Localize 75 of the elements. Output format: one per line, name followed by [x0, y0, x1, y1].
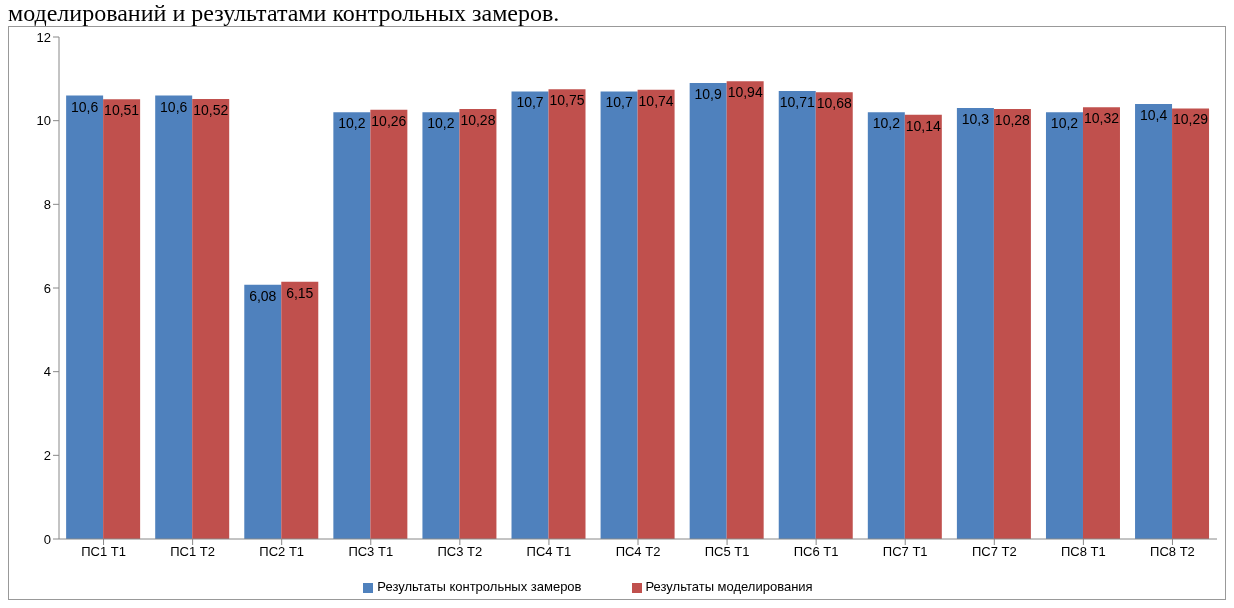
- x-tick-label: ПС8 Т1: [1061, 544, 1106, 560]
- data-label: 10,3: [961, 111, 990, 128]
- bar: [726, 81, 764, 539]
- bar: [1135, 103, 1173, 539]
- bar: [192, 98, 230, 539]
- bar: [244, 284, 282, 539]
- data-label: 10,2: [872, 115, 901, 132]
- x-tick-label: ПС3 Т1: [348, 544, 394, 560]
- bar: [370, 109, 408, 539]
- data-label: 10,14: [905, 117, 942, 134]
- data-label: 10,2: [338, 115, 366, 132]
- data-label: 10,51: [104, 102, 140, 119]
- y-tick-label: 4: [43, 364, 51, 380]
- bar: [993, 108, 1031, 539]
- x-tick-label: ПС2 Т1: [259, 544, 305, 560]
- x-tick-label: ПС3 Т2: [437, 544, 483, 560]
- bar: [1082, 107, 1120, 539]
- bar: [956, 108, 994, 539]
- bar: [1172, 108, 1210, 539]
- data-label: 10,29: [1173, 111, 1209, 128]
- data-label: 6,08: [249, 287, 277, 304]
- x-tick-label: ПС8 Т2: [1150, 544, 1195, 560]
- x-tick-label: ПС4 Т1: [526, 544, 572, 560]
- legend-label: Результаты контрольных замеров: [377, 579, 582, 594]
- x-tick-label: ПС7 Т1: [882, 544, 928, 560]
- data-label: 10,94: [727, 84, 763, 101]
- bar: [155, 95, 193, 539]
- bar: [600, 91, 638, 539]
- x-tick-label: ПС1 Т1: [81, 544, 126, 560]
- data-label: 10,74: [638, 92, 674, 109]
- text: моделирований и результатами контрольных замеров.: [8, 0, 561, 26]
- bar: [689, 83, 727, 539]
- bar: [459, 108, 497, 539]
- x-tick-label: ПС5 Т1: [704, 544, 750, 560]
- data-label: 10,71: [779, 93, 815, 110]
- data-label: 10,28: [460, 111, 496, 128]
- legend-label: Результаты моделирования: [645, 579, 813, 594]
- y-tick-label: 2: [43, 447, 51, 463]
- y-tick-label: 12: [36, 29, 51, 45]
- bar: [904, 114, 942, 539]
- data-label: 6,15: [286, 284, 314, 301]
- x-tick-label: ПС6 Т1: [793, 544, 839, 560]
- bar: [637, 89, 675, 539]
- bar: [66, 95, 104, 539]
- data-label: 10,7: [605, 94, 633, 111]
- data-label: 10,52: [193, 101, 229, 118]
- data-label: 10,75: [549, 92, 585, 109]
- bar: [778, 90, 816, 539]
- bar: [1045, 112, 1083, 539]
- data-label: 10,6: [71, 98, 99, 115]
- bar: [815, 92, 853, 539]
- bar: [422, 112, 460, 539]
- bar: [548, 89, 586, 539]
- bar: [333, 112, 371, 539]
- data-label: 10,32: [1083, 110, 1120, 127]
- bar: [867, 112, 905, 539]
- y-tick-label: 10: [36, 113, 51, 129]
- x-tick-label: ПС1 Т2: [170, 544, 215, 560]
- x-tick-label: ПС7 Т2: [971, 544, 1017, 560]
- y-tick-label: 8: [43, 196, 51, 212]
- bar: [281, 281, 319, 539]
- data-label: 10,2: [1050, 115, 1079, 132]
- data-label: 10,2: [427, 115, 455, 132]
- bar: [103, 99, 141, 539]
- x-tick-label: ПС4 Т2: [615, 544, 661, 560]
- data-label: 10,4: [1139, 106, 1168, 123]
- data-label: 10,7: [516, 94, 544, 111]
- y-tick-label: 6: [43, 280, 51, 296]
- data-label: 10,9: [694, 85, 722, 102]
- data-label: 10,6: [160, 98, 188, 115]
- data-label: 10,26: [371, 112, 407, 129]
- bar: [511, 91, 549, 539]
- data-label: 10,68: [816, 95, 852, 112]
- y-tick-label: 0: [43, 531, 51, 547]
- data-label: 10,28: [994, 111, 1031, 128]
